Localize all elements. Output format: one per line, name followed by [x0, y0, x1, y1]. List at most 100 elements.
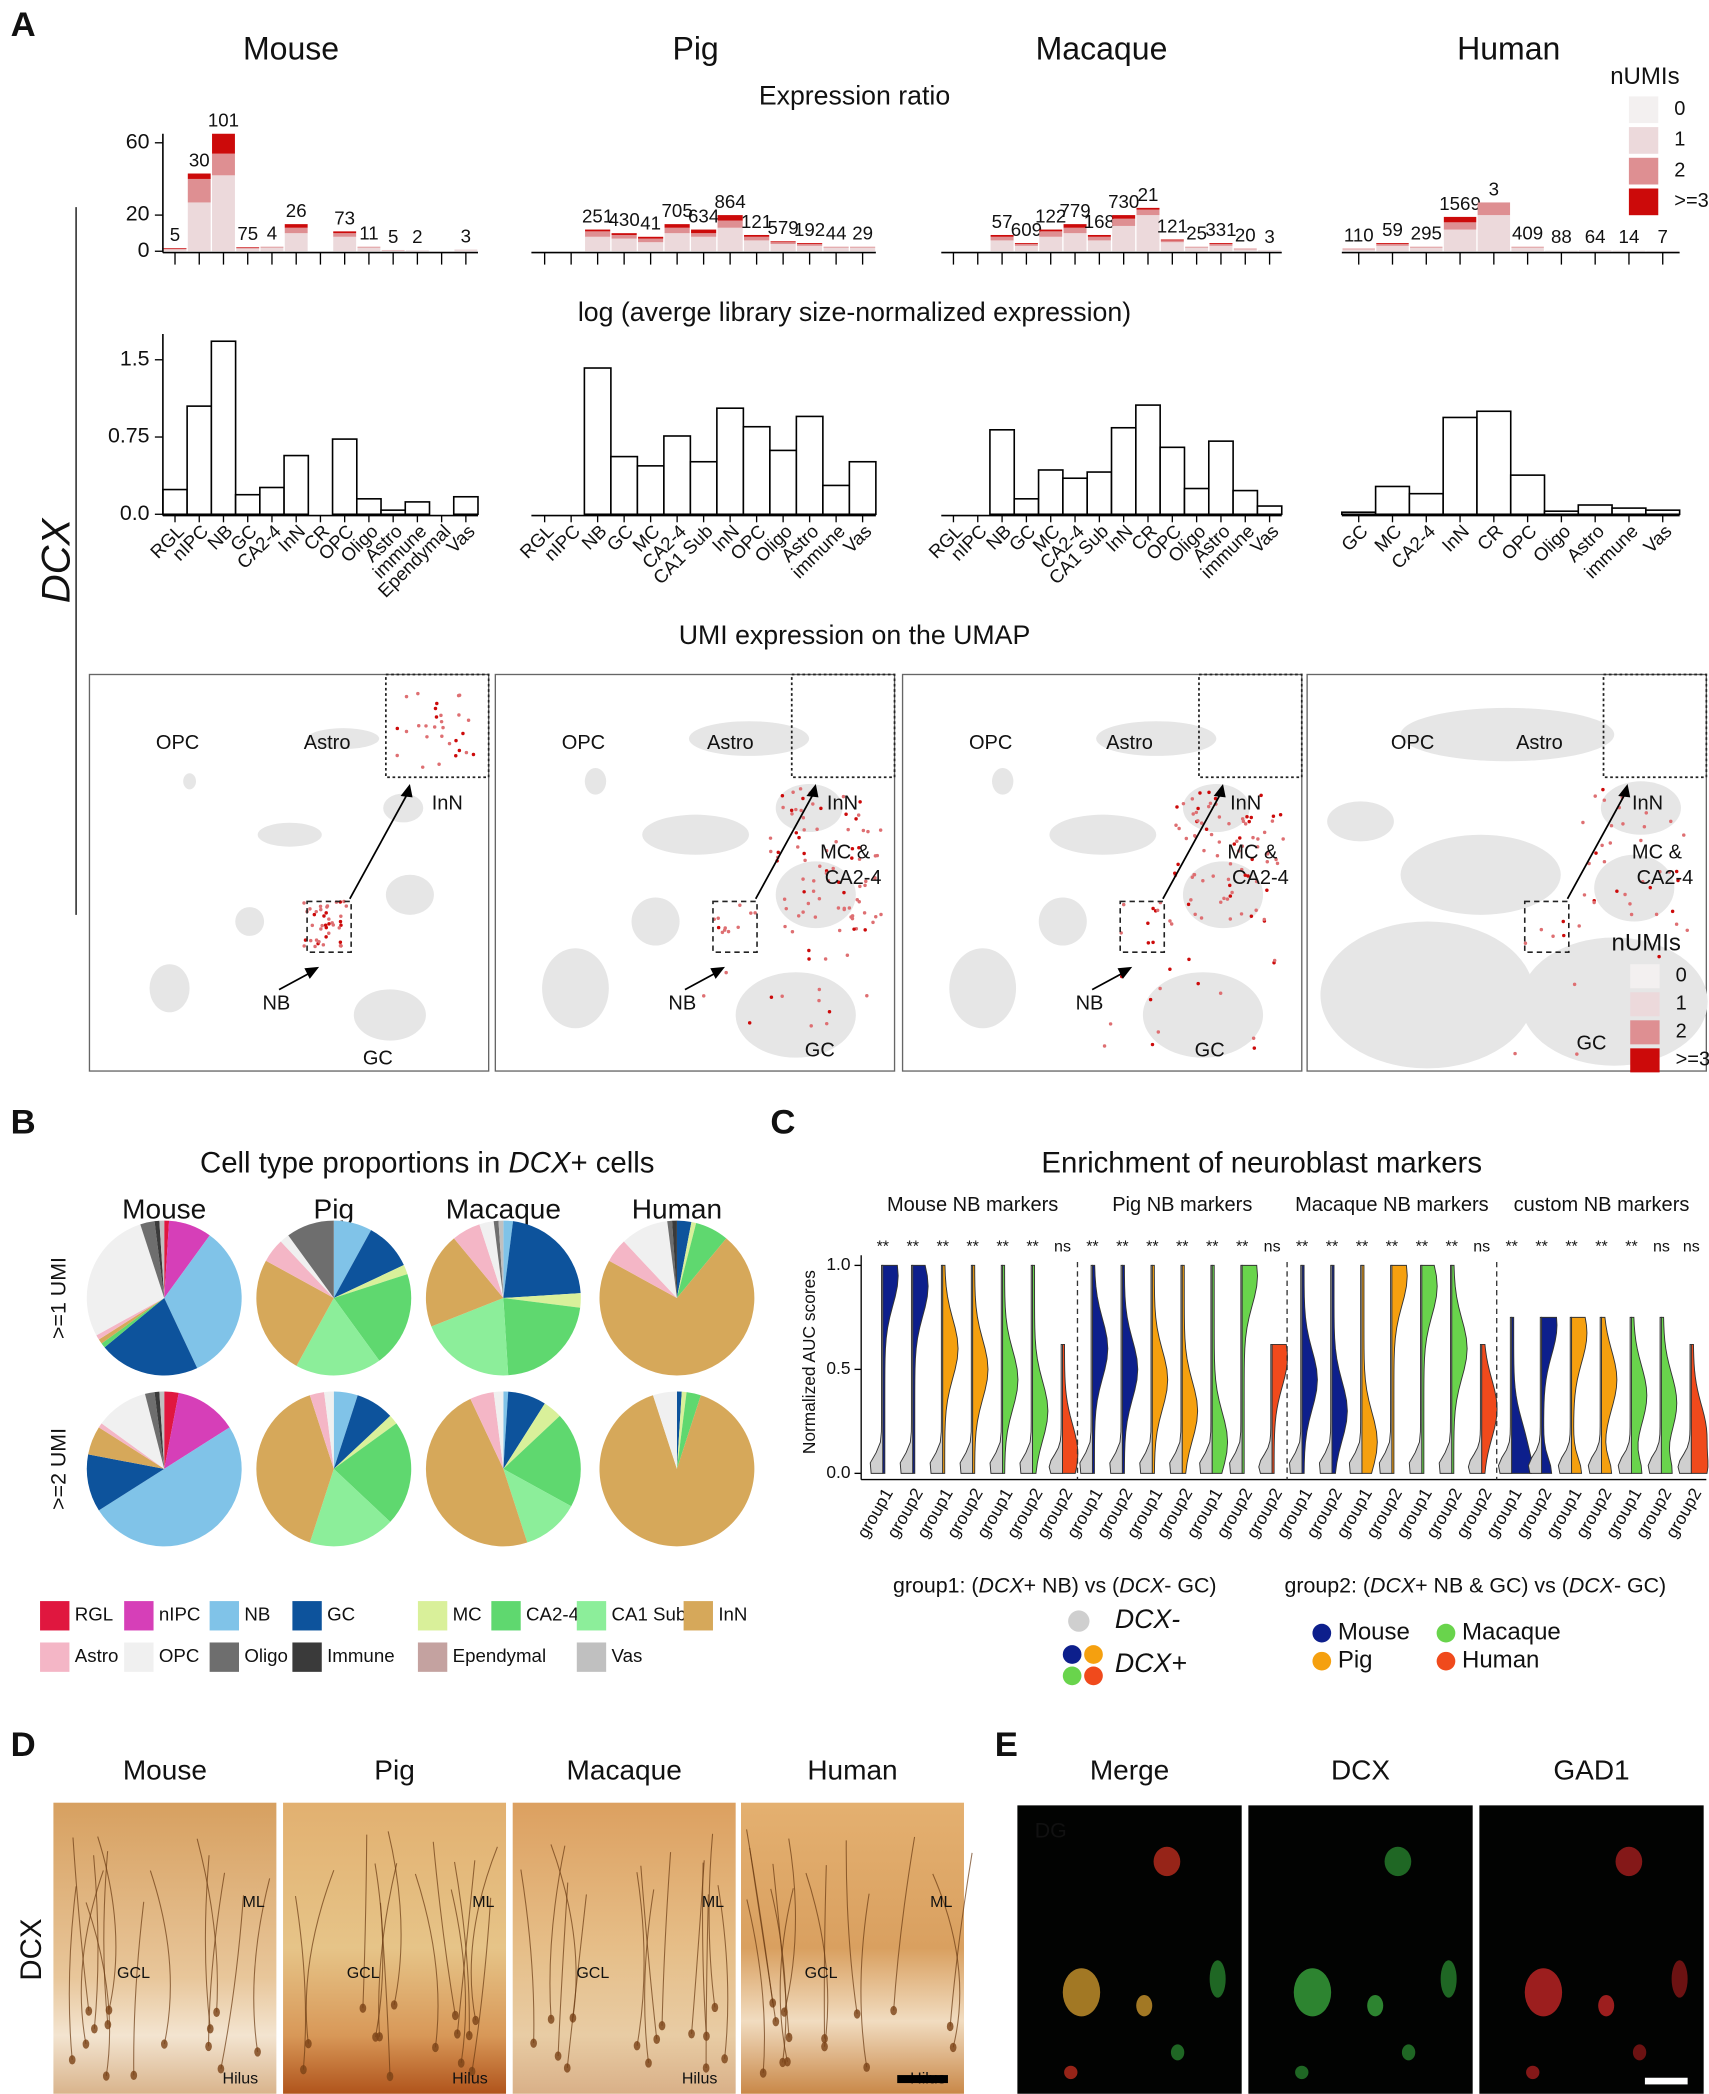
- umap-cluster: [631, 897, 680, 946]
- violin-positive: [1091, 1264, 1109, 1474]
- soma: [451, 2010, 459, 2021]
- umap-dot: [1609, 823, 1614, 828]
- umap-dot: [1189, 898, 1193, 902]
- violin-positive: [1301, 1264, 1318, 1474]
- umap-dot: [339, 914, 343, 919]
- bar: [1611, 507, 1647, 516]
- ratio-segment: [1443, 216, 1477, 223]
- umap-dot: [1539, 927, 1544, 932]
- neuron: [549, 1845, 566, 2020]
- ratio-segment: [212, 175, 235, 252]
- significance: **: [907, 1238, 919, 1256]
- umap-dot: [817, 987, 822, 992]
- legend-dot: [1436, 1623, 1456, 1643]
- significance: **: [1446, 1238, 1458, 1256]
- neuron: [932, 1873, 961, 2048]
- ratio-segment: [691, 229, 717, 234]
- soma: [305, 2039, 312, 2049]
- umap-dot: [1169, 922, 1174, 926]
- soma: [563, 2063, 571, 2073]
- neuron: [387, 1831, 402, 2005]
- umap-dot: [1239, 912, 1244, 916]
- umap-label: CA2-4: [1232, 867, 1289, 889]
- x-tick-label: Vas: [1246, 520, 1283, 557]
- set-title: Pig NB markers: [1112, 1194, 1252, 1216]
- bar: [259, 486, 285, 516]
- umap-dot: [849, 915, 853, 919]
- section-title: Expression ratio: [759, 81, 950, 111]
- significance: **: [1176, 1238, 1188, 1256]
- violin-negative: [989, 1264, 1004, 1474]
- umap-dot: [1108, 1022, 1113, 1026]
- umap-dot: [874, 915, 878, 919]
- legend-swatch: [417, 1601, 448, 1631]
- pie-slice: [667, 1220, 677, 1299]
- species-title: Macaque: [1036, 30, 1168, 66]
- soma: [432, 2042, 439, 2053]
- umap-dot: [313, 944, 317, 949]
- legend-line-part: DCX: [1119, 1573, 1165, 1597]
- count-label: 409: [1512, 223, 1543, 244]
- panel-label: C: [770, 1104, 795, 1142]
- umap-dot: [339, 923, 343, 927]
- umap-dot: [1151, 940, 1155, 945]
- ratio-segment: [1014, 244, 1038, 246]
- umap-dot: [416, 691, 420, 696]
- umap-dot: [841, 794, 846, 799]
- pie-slice: [503, 1468, 572, 1543]
- umap-cluster: [1520, 937, 1708, 1066]
- arrow-head: [304, 966, 320, 979]
- pie-slice: [333, 1220, 372, 1299]
- ratio-segment: [638, 236, 664, 239]
- umap-dot: [801, 877, 805, 881]
- umap-dot: [738, 903, 742, 907]
- pie-slice: [333, 1230, 404, 1299]
- ratio-segment: [236, 248, 260, 252]
- significance: **: [1356, 1238, 1368, 1256]
- umap-dot: [302, 901, 306, 905]
- umap-dot: [858, 884, 862, 889]
- pie-slice: [98, 1427, 242, 1547]
- soma: [653, 2034, 661, 2044]
- legend-swatch: [1628, 127, 1659, 154]
- soma: [772, 2016, 780, 2027]
- umap-dot: [1572, 982, 1577, 987]
- violin-positive: [1032, 1264, 1049, 1474]
- neuron: [845, 1840, 858, 2014]
- pie-slice: [498, 1220, 504, 1299]
- legend-label: 1: [1674, 129, 1685, 151]
- soma: [721, 2054, 728, 2064]
- umap-dot: [439, 719, 444, 724]
- umap-dot: [1184, 836, 1189, 841]
- umap-dot: [1194, 810, 1199, 815]
- umap-cluster: [1182, 861, 1264, 929]
- legend-label: CA1 Sub: [612, 1604, 687, 1625]
- umap-dot: [781, 805, 785, 810]
- pie-slice: [309, 1392, 334, 1469]
- umap-dot: [818, 864, 822, 868]
- gene-label: DCX: [34, 517, 78, 603]
- umap-dot: [319, 907, 323, 912]
- violin-positive: [1601, 1316, 1618, 1474]
- umap-dot: [1628, 902, 1632, 906]
- violin-negative: [1348, 1264, 1363, 1474]
- bar: [989, 429, 1016, 516]
- soma: [946, 2021, 954, 2032]
- soma: [206, 2024, 214, 2034]
- bar: [1013, 498, 1040, 516]
- bar: [769, 449, 798, 516]
- legend-label: 2: [1676, 1021, 1687, 1043]
- ratio-segment: [691, 236, 717, 252]
- legend-swatch: [1628, 188, 1659, 216]
- neuron: [85, 1902, 111, 2077]
- legend-dot: [1068, 1610, 1090, 1632]
- bar: [795, 415, 824, 516]
- violin-positive: [1062, 1343, 1079, 1474]
- nb-box: [1523, 900, 1570, 954]
- ratio-segment: [770, 242, 796, 245]
- y-tick-label: 0.0: [120, 501, 150, 525]
- ratio-segment: [187, 202, 211, 252]
- umap-dot: [847, 906, 852, 910]
- ratio-segment: [797, 244, 823, 246]
- umap-dot: [1275, 861, 1280, 866]
